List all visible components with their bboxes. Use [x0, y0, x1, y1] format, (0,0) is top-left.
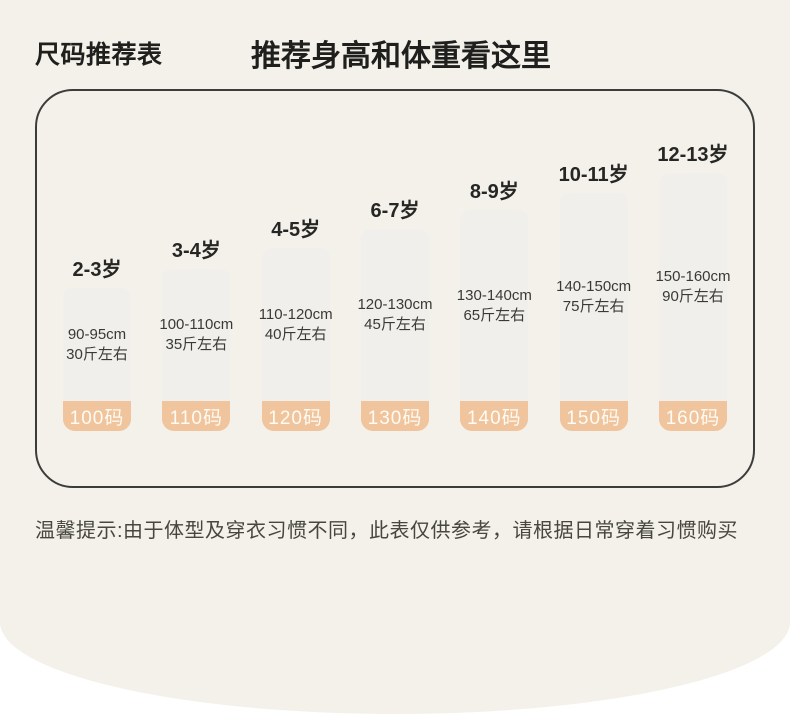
age-label: 3-4岁: [171, 240, 221, 262]
bar-body: 100-110cm 35斤左右: [159, 269, 234, 401]
weight-range: 35斤左右: [165, 336, 228, 353]
bar-column: 90-95cm 30斤左右 100码: [63, 288, 131, 431]
bar-body: 90-95cm 30斤左右: [63, 288, 131, 401]
page-subtitle: 推荐身高和体重看这里: [251, 40, 551, 73]
reminder-note: 温馨提示:由于体型及穿衣习惯不同，此表仅供参考，请根据日常穿着习惯购买: [35, 520, 739, 542]
bar-body: 130-140cm 65斤左右: [457, 210, 532, 401]
bar-column: 140-150cm 75斤左右 150码: [556, 193, 631, 431]
weight-range: 90斤左右: [662, 288, 724, 305]
size-label: 120码: [261, 401, 330, 431]
size-bar-160: 12-13岁 150-160cm 90斤左右 160码: [655, 138, 731, 431]
bar-column: 130-140cm 65斤左右 140码: [457, 210, 532, 431]
size-bar-120: 4-5岁 110-120cm 40斤左右 120码: [258, 213, 333, 431]
bar-column: 100-110cm 35斤左右 110码: [159, 269, 234, 431]
size-bar-140: 8-9岁 130-140cm 65斤左右 140码: [457, 175, 532, 431]
bar-body: 140-150cm 75斤左右: [556, 193, 631, 401]
size-bar-130: 6-7岁 120-130cm 45斤左右 130码: [357, 194, 433, 431]
size-label: 160码: [658, 401, 727, 431]
height-range: 110-120cm: [258, 305, 333, 323]
weight-range: 75斤左右: [562, 298, 625, 315]
size-bar-100: 2-3岁 90-95cm 30斤左右 100码: [63, 253, 131, 431]
age-label: 10-11岁: [558, 164, 629, 186]
weight-range: 65斤左右: [463, 306, 526, 324]
age-label: 8-9岁: [469, 181, 519, 203]
height-range: 140-150cm: [556, 278, 632, 295]
height-range: 90-95cm: [67, 325, 127, 343]
size-bar-110: 3-4岁 100-110cm 35斤左右 110码: [159, 234, 234, 431]
bar-column: 110-120cm 40斤左右 120码: [258, 248, 333, 431]
age-label: 4-5岁: [271, 219, 321, 241]
size-chart-box: 2-3岁 90-95cm 30斤左右 100码 3-4岁 100-110cm 3…: [35, 89, 755, 488]
bar-column: 150-160cm 90斤左右 160码: [655, 173, 731, 431]
page-title: 尺码推荐表: [35, 41, 163, 69]
weight-range: 30斤左右: [66, 345, 128, 363]
weight-range: 45斤左右: [364, 316, 426, 333]
size-label: 140码: [460, 401, 529, 431]
height-range: 100-110cm: [159, 316, 234, 333]
height-range: 130-140cm: [456, 286, 532, 304]
bar-body: 120-130cm 45斤左右: [357, 229, 433, 401]
size-label: 150码: [559, 401, 628, 431]
age-label: 6-7岁: [370, 200, 420, 222]
height-range: 120-130cm: [357, 296, 433, 313]
height-range: 150-160cm: [655, 268, 731, 285]
size-label: 110码: [162, 401, 231, 431]
bar-column: 120-130cm 45斤左右 130码: [357, 229, 433, 431]
bar-body: 150-160cm 90斤左右: [655, 173, 731, 401]
age-label: 2-3岁: [72, 259, 122, 281]
size-bar-150: 10-11岁 140-150cm 75斤左右 150码: [556, 158, 631, 431]
bar-body: 110-120cm 40斤左右: [258, 248, 333, 401]
weight-range: 40斤左右: [264, 325, 327, 343]
size-label: 100码: [63, 401, 131, 431]
size-label: 130码: [360, 401, 429, 431]
age-label: 12-13岁: [657, 144, 729, 166]
